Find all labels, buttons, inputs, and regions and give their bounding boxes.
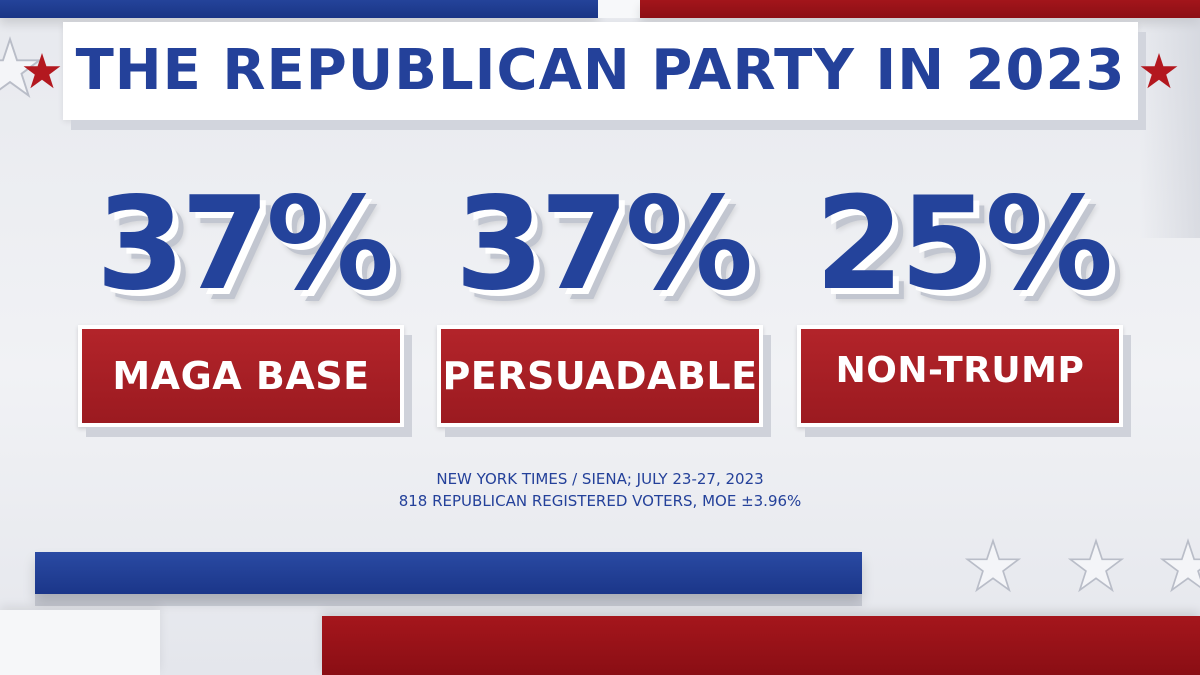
top-red-stripe: [640, 0, 1200, 18]
star-icon: [0, 36, 42, 100]
stat-value: 25%: [814, 170, 1113, 319]
stat-value: 37%: [454, 170, 753, 319]
stat-label-box: NON-TRUMP: [797, 325, 1123, 427]
page-title: THE REPUBLICAN PARTY IN 2023: [75, 38, 1126, 103]
stat-label-box: PERSUADABLE: [437, 325, 763, 427]
top-blue-stripe: [0, 0, 598, 18]
right-panel-shadow: [1140, 18, 1200, 238]
bottom-blue-stripe: [35, 552, 862, 594]
source-note: NEW YORK TIMES / SIENA; JULY 23-27, 2023…: [300, 468, 900, 512]
bottom-blue-stripe-shadow: [35, 594, 862, 606]
star-icon: [1068, 538, 1124, 594]
star-icon: [965, 538, 1021, 594]
stat-label: PERSUADABLE: [442, 354, 758, 398]
star-icon: [22, 51, 62, 91]
title-banner: THE REPUBLICAN PARTY IN 2023: [23, 22, 1178, 120]
star-icon: [1160, 538, 1200, 594]
bottom-white-stripe: [0, 610, 160, 675]
stat-label: NON-TRUMP: [835, 350, 1085, 391]
source-line: NEW YORK TIMES / SIENA; JULY 23-27, 2023: [436, 470, 764, 488]
bottom-red-stripe: [322, 616, 1200, 675]
star-icon: [1139, 51, 1179, 91]
top-white-stripe: [598, 0, 640, 18]
stat-value: 37%: [95, 170, 394, 319]
stat-label: MAGA BASE: [112, 354, 370, 398]
stat-label-box: MAGA BASE: [78, 325, 404, 427]
sample-line: 818 REPUBLICAN REGISTERED VOTERS, MOE ±3…: [398, 492, 802, 510]
